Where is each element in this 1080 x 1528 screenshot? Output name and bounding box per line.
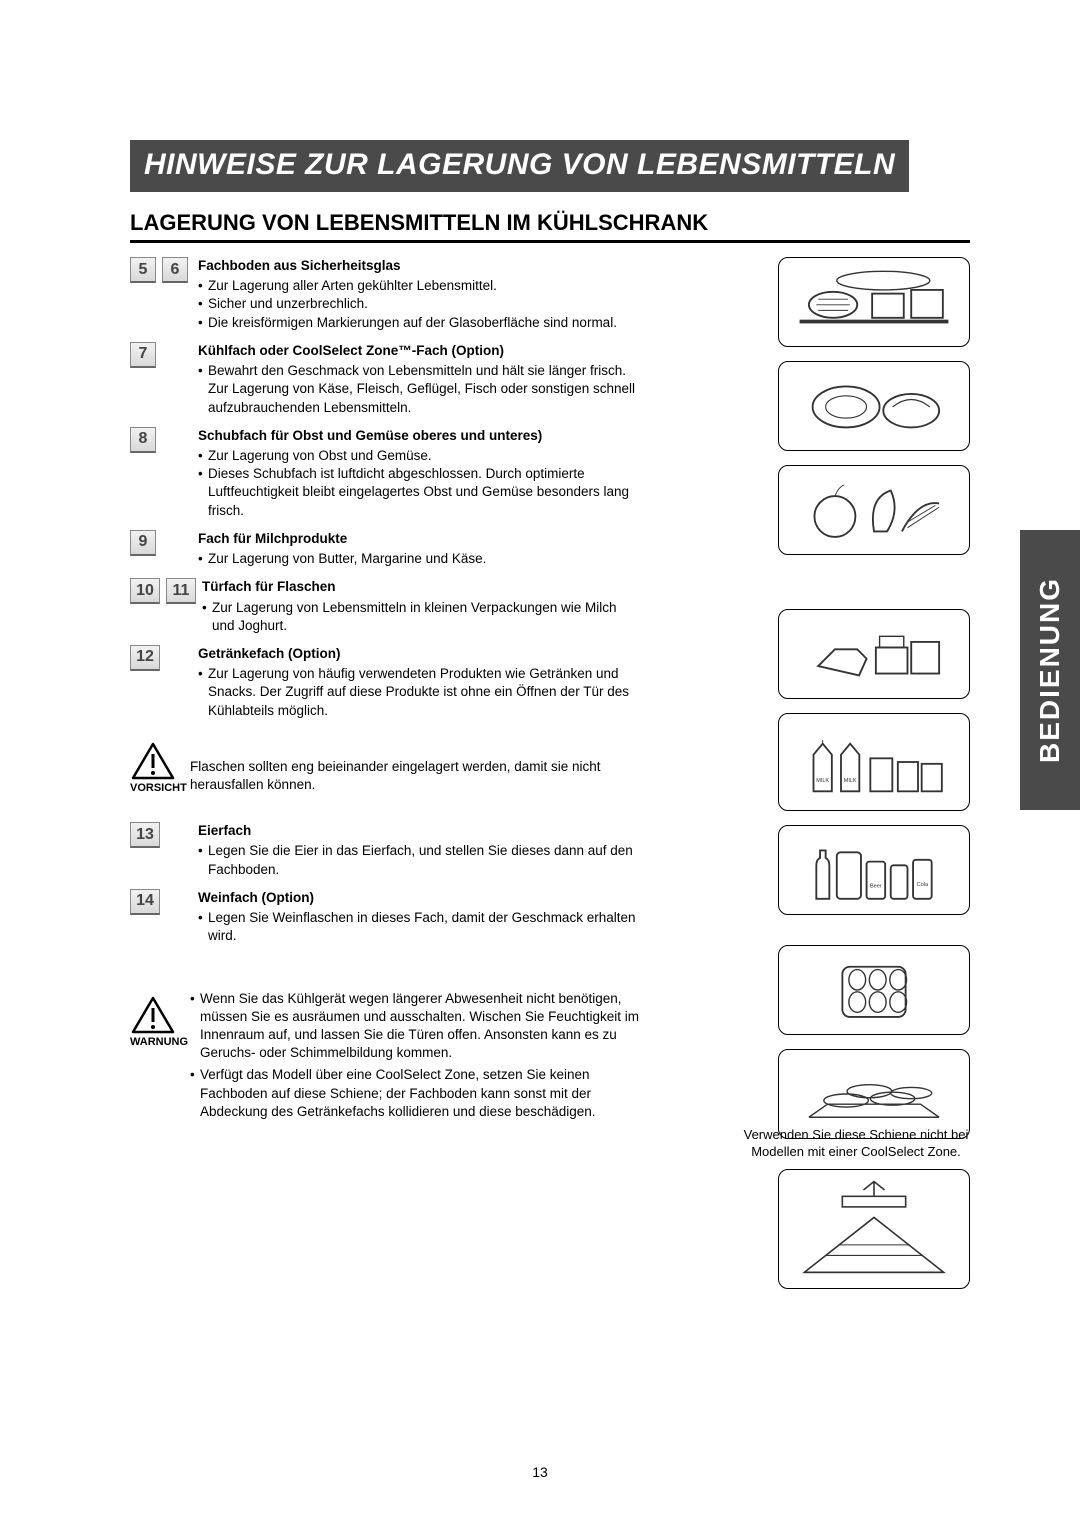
section-heading: Fach für Milchprodukte [198, 530, 640, 548]
section-body: Kühlfach oder CoolSelect Zone™-Fach (Opt… [192, 342, 640, 417]
badge-14: 14 [130, 889, 160, 915]
section-body: Türfach für Flaschen Zur Lagerung von Le… [196, 578, 640, 635]
milk-cartons-icon: MILK MILK [778, 713, 970, 811]
beverages-icon: Beer Cola [778, 825, 970, 915]
section-body: Eierfach Legen Sie die Eier in das Eierf… [192, 822, 640, 879]
svg-text:MILK: MILK [844, 778, 857, 784]
shelf-food-icon [778, 257, 970, 347]
bullet: Legen Sie die Eier in das Eierfach, und … [198, 842, 640, 878]
section-body: Fach für Milchprodukte Zur Lagerung von … [192, 530, 640, 568]
section-heading: Getränkefach (Option) [198, 645, 640, 663]
badges: 5 6 [130, 257, 192, 283]
wine-rack-icon [778, 1049, 970, 1139]
section-heading: Türfach für Flaschen [202, 578, 640, 596]
section-body: Getränkefach (Option) Zur Lagerung von h… [192, 645, 640, 720]
illustration-column-3 [778, 945, 970, 1153]
caution-label: VORSICHT [130, 782, 176, 794]
egg-tray-icon [778, 945, 970, 1035]
bullet: Bewahrt den Geschmack von Lebensmitteln … [198, 362, 640, 417]
svg-text:MILK: MILK [816, 778, 829, 784]
section-dairy: 9 Fach für Milchprodukte Zur Lagerung vo… [130, 530, 640, 568]
badges: 7 [130, 342, 192, 368]
bullet: Sicher und unzerbrechlich. [198, 295, 640, 313]
badge-6: 6 [162, 257, 188, 283]
svg-text:Beer: Beer [870, 884, 882, 890]
section-body: Schubfach für Obst und Gemüse oberes und… [192, 427, 640, 520]
section-body: Fachboden aus Sicherheitsglas Zur Lageru… [192, 257, 640, 332]
page-subtitle: LAGERUNG VON LEBENSMITTELN IM KÜHLSCHRAN… [130, 210, 970, 243]
illustration-column [778, 257, 970, 569]
vegetables-icon [778, 465, 970, 555]
rail-note-text: Verwenden Sie diese Schiene nicht bei Mo… [744, 1127, 969, 1159]
side-tab: BEDIENUNG [1020, 530, 1080, 810]
section-glass-shelf: 5 6 Fachboden aus Sicherheitsglas Zur La… [130, 257, 640, 332]
content-area: 5 6 Fachboden aus Sicherheitsglas Zur La… [130, 257, 970, 1125]
section-produce-drawer: 8 Schubfach für Obst und Gemüse oberes u… [130, 427, 640, 520]
bullet: Legen Sie Weinflaschen in dieses Fach, d… [198, 909, 640, 945]
caution-text: Flaschen sollten eng beieinander eingela… [190, 742, 640, 794]
section-beverage: 12 Getränkefach (Option) Zur Lagerung vo… [130, 645, 640, 720]
section-coolselect: 7 Kühlfach oder CoolSelect Zone™-Fach (O… [130, 342, 640, 417]
bullet: Zur Lagerung aller Arten gekühlter Leben… [198, 277, 640, 295]
section-egg-tray: 13 Eierfach Legen Sie die Eier in das Ei… [130, 822, 640, 879]
bullet: Zur Lagerung von Lebensmitteln in kleine… [202, 599, 640, 635]
meat-fish-icon [778, 361, 970, 451]
section-wine: 14 Weinfach (Option) Legen Sie Weinflasc… [130, 889, 640, 946]
badge-11: 11 [166, 578, 196, 604]
manual-page: HINWEISE ZUR LAGERUNG VON LEBENSMITTELN … [0, 0, 1080, 1165]
page-title: HINWEISE ZUR LAGERUNG VON LEBENSMITTELN [144, 148, 895, 181]
badge-5: 5 [130, 257, 156, 283]
section-heading: Eierfach [198, 822, 640, 840]
caution-icon [131, 742, 175, 780]
warning-icon [131, 996, 175, 1034]
badges: 8 [130, 427, 192, 453]
section-body: Weinfach (Option) Legen Sie Weinflaschen… [192, 889, 640, 946]
warning-icon-group: WARNUNG [130, 996, 176, 1048]
bullet: Zur Lagerung von Obst und Gemüse. [198, 447, 640, 465]
svg-text:Cola: Cola [917, 882, 929, 888]
section-heading: Schubfach für Obst und Gemüse oberes und… [198, 427, 640, 445]
left-column: 5 6 Fachboden aus Sicherheitsglas Zur La… [130, 257, 640, 1125]
badge-10: 10 [130, 578, 160, 604]
bullet: Die kreisförmigen Markierungen auf der G… [198, 314, 640, 332]
warning-label: WARNUNG [130, 1036, 176, 1048]
section-heading: Kühlfach oder CoolSelect Zone™-Fach (Opt… [198, 342, 640, 360]
badges: 13 [130, 822, 192, 848]
badge-12: 12 [130, 645, 160, 671]
badge-9: 9 [130, 530, 156, 556]
bullet: Zur Lagerung von häufig verwendeten Prod… [198, 665, 640, 720]
badge-8: 8 [130, 427, 156, 453]
caution-icon-group: VORSICHT [130, 742, 176, 794]
badge-13: 13 [130, 822, 160, 848]
page-number: 13 [0, 1464, 1080, 1480]
badges: 14 [130, 889, 192, 915]
caution-block: VORSICHT Flaschen sollten eng beieinande… [130, 742, 640, 794]
bullet: Wenn Sie das Kühlgerät wegen längerer Ab… [190, 990, 640, 1063]
illustration-column-2: MILK MILK Beer Cola [778, 609, 970, 929]
badge-7: 7 [130, 342, 156, 368]
section-heading: Weinfach (Option) [198, 889, 640, 907]
side-tab-label: BEDIENUNG [1034, 577, 1066, 763]
section-door-bin: 10 11 Türfach für Flaschen Zur Lagerung … [130, 578, 640, 635]
rail-icon [778, 1169, 970, 1289]
badges: 9 [130, 530, 192, 556]
warning-text: Wenn Sie das Kühlgerät wegen längerer Ab… [190, 990, 640, 1126]
rail-note: Verwenden Sie diese Schiene nicht bei Mo… [742, 1127, 970, 1289]
badges: 10 11 [130, 578, 196, 604]
bullet: Dieses Schubfach ist luftdicht abgeschlo… [198, 465, 640, 520]
dairy-icon [778, 609, 970, 699]
page-title-bar: HINWEISE ZUR LAGERUNG VON LEBENSMITTELN [130, 140, 909, 192]
badges: 12 [130, 645, 192, 671]
warning-block: WARNUNG Wenn Sie das Kühlgerät wegen län… [130, 990, 640, 1126]
section-heading: Fachboden aus Sicherheitsglas [198, 257, 640, 275]
bullet: Verfügt das Modell über eine CoolSelect … [190, 1066, 640, 1121]
bullet: Zur Lagerung von Butter, Margarine und K… [198, 550, 640, 568]
